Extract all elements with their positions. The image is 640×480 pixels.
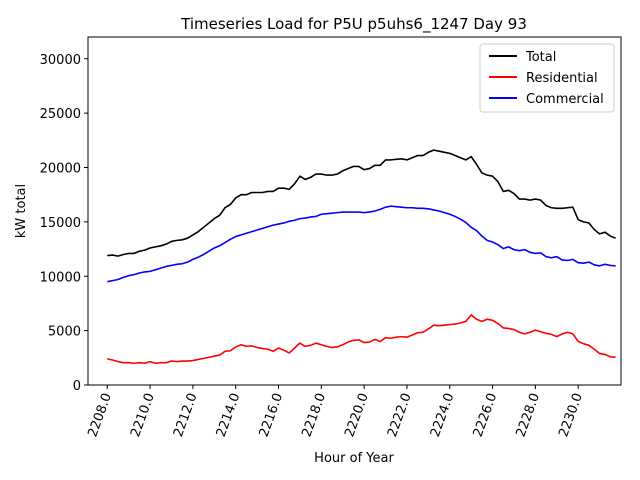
legend: Total Residential Commercial bbox=[479, 43, 615, 113]
x-axis-label: Hour of Year bbox=[314, 451, 394, 466]
y-tick-label: 15000 bbox=[40, 216, 81, 231]
y-tick-label: 0 bbox=[73, 379, 81, 394]
y-tick-label: 25000 bbox=[40, 107, 81, 122]
y-tick-label: 10000 bbox=[40, 270, 81, 285]
series-line-total bbox=[107, 149, 616, 257]
series-line-residential bbox=[107, 314, 616, 365]
y-tick-label: 30000 bbox=[40, 53, 81, 68]
plot-frame bbox=[87, 36, 622, 386]
legend-label-residential: Residential bbox=[526, 71, 598, 86]
y-tick-label: 20000 bbox=[40, 162, 81, 177]
legend-box bbox=[479, 43, 615, 113]
legend-label-commercial: Commercial bbox=[526, 92, 604, 107]
series-lines bbox=[107, 149, 616, 365]
chart-title: Timeseries Load for P5U p5uhs6_1247 Day … bbox=[180, 15, 527, 34]
series-line-commercial bbox=[107, 205, 616, 283]
legend-label-total: Total bbox=[525, 50, 556, 65]
y-axis-label: kW total bbox=[14, 184, 29, 238]
y-tick-label: 5000 bbox=[48, 325, 81, 340]
